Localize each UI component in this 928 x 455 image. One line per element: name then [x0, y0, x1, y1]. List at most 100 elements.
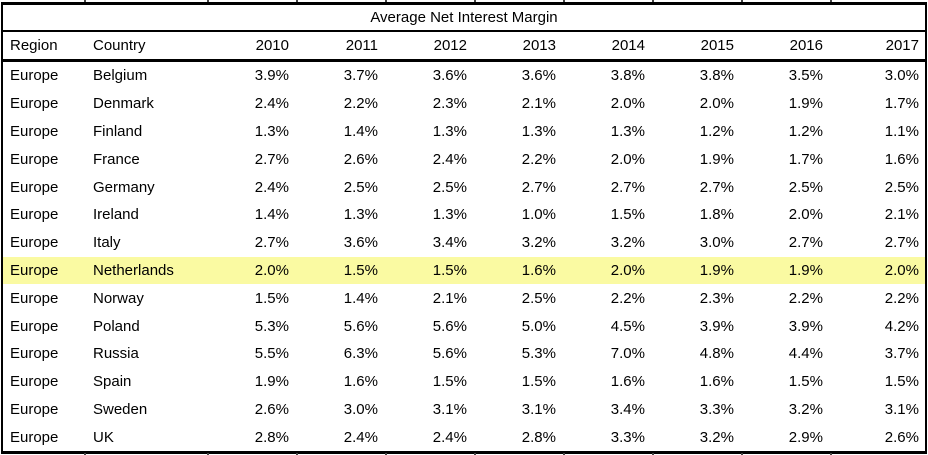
cell-value[interactable]: 2.4% — [254, 178, 289, 196]
cell-value[interactable]: 1.2% — [699, 122, 734, 140]
cell-value[interactable]: 1.4% — [343, 122, 378, 140]
cell-value[interactable]: 2.7% — [884, 234, 919, 252]
cell-value[interactable]: 2.4% — [432, 150, 467, 168]
cell-value[interactable]: 1.6% — [699, 373, 734, 391]
cell-value[interactable]: 3.4% — [432, 234, 467, 252]
cell-country[interactable]: Poland — [93, 317, 140, 335]
cell-value[interactable]: 3.0% — [699, 234, 734, 252]
cell-region[interactable]: Europe — [10, 178, 59, 196]
cell-value[interactable]: 2.6% — [254, 400, 289, 418]
cell-value[interactable]: 3.6% — [521, 67, 556, 85]
cell-value[interactable]: 3.2% — [788, 400, 823, 418]
cell-value[interactable]: 2.5% — [432, 178, 467, 196]
cell-value[interactable]: 1.7% — [884, 95, 919, 113]
cell-value[interactable]: 3.0% — [343, 400, 378, 418]
cell-value[interactable]: 2.2% — [610, 289, 645, 307]
cell-value[interactable]: 3.9% — [788, 317, 823, 335]
cell-value[interactable]: 2.7% — [521, 178, 556, 196]
cell-value[interactable]: 2.5% — [521, 289, 556, 307]
cell-value[interactable]: 2.4% — [432, 428, 467, 446]
cell-value[interactable]: 1.3% — [254, 122, 289, 140]
cell-value[interactable]: 2.5% — [788, 178, 823, 196]
cell-value[interactable]: 2.6% — [343, 150, 378, 168]
cell-value[interactable]: 3.5% — [788, 67, 823, 85]
cell-value[interactable]: 1.9% — [654, 256, 743, 285]
column-header-2017[interactable]: 2017 — [832, 31, 926, 62]
cell-value[interactable]: 2.2% — [884, 289, 919, 307]
cell-value[interactable]: 1.5% — [432, 373, 467, 391]
cell-value[interactable]: 2.4% — [343, 428, 378, 446]
cell-value[interactable]: 2.5% — [343, 178, 378, 196]
cell-value[interactable]: 1.5% — [788, 373, 823, 391]
column-header-2011[interactable]: 2011 — [298, 31, 387, 62]
cell-value[interactable]: 5.0% — [521, 317, 556, 335]
cell-value[interactable]: 2.0% — [788, 206, 823, 224]
column-header-region[interactable]: Region — [2, 31, 86, 62]
cell-value[interactable]: 2.1% — [432, 289, 467, 307]
cell-value[interactable]: 2.0% — [565, 256, 654, 285]
cell-value[interactable]: 1.9% — [699, 150, 734, 168]
cell-value[interactable]: 1.6% — [610, 373, 645, 391]
cell-value[interactable]: 5.5% — [254, 345, 289, 363]
cell-value[interactable]: 1.6% — [884, 150, 919, 168]
column-header-2014[interactable]: 2014 — [565, 31, 654, 62]
cell-value[interactable]: 1.3% — [610, 122, 645, 140]
cell-value[interactable]: 2.9% — [788, 428, 823, 446]
cell-country[interactable]: UK — [93, 428, 114, 446]
cell-value[interactable]: 2.2% — [788, 289, 823, 307]
cell-value[interactable]: 5.6% — [432, 345, 467, 363]
cell-value[interactable]: 1.1% — [884, 122, 919, 140]
cell-value[interactable]: 2.1% — [521, 95, 556, 113]
cell-value[interactable]: 3.8% — [610, 67, 645, 85]
cell-value[interactable]: 2.0% — [699, 95, 734, 113]
cell-value[interactable]: 1.9% — [254, 373, 289, 391]
cell-value[interactable]: 3.0% — [884, 67, 919, 85]
cell-value[interactable]: 2.5% — [884, 178, 919, 196]
cell-value[interactable]: 6.3% — [343, 345, 378, 363]
cell-value[interactable]: 3.9% — [699, 317, 734, 335]
cell-value[interactable]: 3.3% — [699, 400, 734, 418]
cell-value[interactable]: 2.7% — [254, 234, 289, 252]
table-title[interactable]: Average Net Interest Margin — [2, 3, 926, 32]
cell-value[interactable]: 1.4% — [254, 206, 289, 224]
cell-country[interactable]: Spain — [93, 373, 132, 391]
cell-value[interactable]: 3.4% — [610, 400, 645, 418]
cell-region[interactable]: Europe — [10, 206, 59, 224]
column-header-2016[interactable]: 2016 — [743, 31, 832, 62]
cell-country[interactable]: Belgium — [93, 67, 148, 85]
cell-value[interactable]: 1.3% — [521, 122, 556, 140]
cell-value[interactable]: 1.5% — [884, 373, 919, 391]
cell-region[interactable]: Europe — [10, 428, 59, 446]
cell-value[interactable]: 2.6% — [884, 428, 919, 446]
cell-region[interactable]: Europe — [10, 400, 59, 418]
cell-region[interactable]: Europe — [10, 150, 59, 168]
cell-value[interactable]: 2.3% — [432, 95, 467, 113]
cell-value[interactable]: 3.2% — [521, 234, 556, 252]
column-header-2012[interactable]: 2012 — [387, 31, 476, 62]
cell-region[interactable]: Europe — [10, 317, 59, 335]
cell-value[interactable]: 5.3% — [254, 317, 289, 335]
cell-region[interactable]: Europe — [2, 256, 86, 285]
cell-country[interactable]: Denmark — [93, 95, 154, 113]
cell-value[interactable]: 1.2% — [788, 122, 823, 140]
cell-value[interactable]: 2.2% — [343, 95, 378, 113]
cell-country[interactable]: Germany — [93, 178, 155, 196]
cell-value[interactable]: 3.3% — [610, 428, 645, 446]
cell-value[interactable]: 3.6% — [343, 234, 378, 252]
cell-region[interactable]: Europe — [10, 122, 59, 140]
cell-value[interactable]: 1.5% — [254, 289, 289, 307]
cell-country[interactable]: Netherlands — [86, 256, 209, 285]
cell-value[interactable]: 3.6% — [432, 67, 467, 85]
cell-value[interactable]: 1.0% — [521, 206, 556, 224]
cell-value[interactable]: 7.0% — [610, 345, 645, 363]
column-header-2015[interactable]: 2015 — [654, 31, 743, 62]
cell-value[interactable]: 5.6% — [343, 317, 378, 335]
cell-value[interactable]: 3.8% — [699, 67, 734, 85]
cell-value[interactable]: 4.2% — [884, 317, 919, 335]
cell-value[interactable]: 1.5% — [521, 373, 556, 391]
cell-value[interactable]: 4.5% — [610, 317, 645, 335]
cell-country[interactable]: Italy — [93, 234, 121, 252]
cell-value[interactable]: 1.5% — [298, 256, 387, 285]
cell-country[interactable]: France — [93, 150, 140, 168]
cell-country[interactable]: Norway — [93, 289, 144, 307]
